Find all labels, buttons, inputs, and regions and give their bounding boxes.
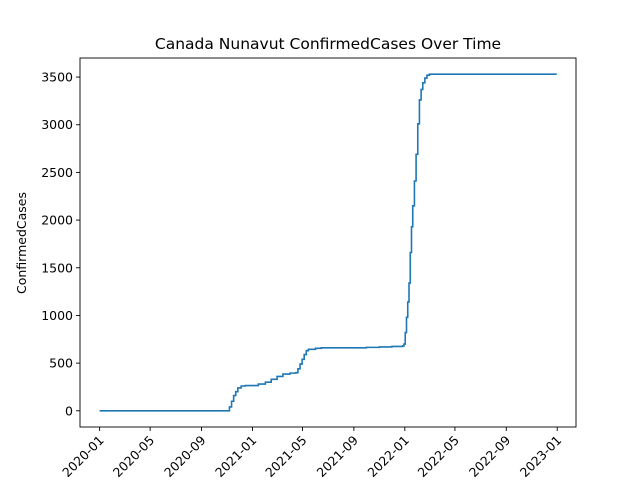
y-tick-label-500: 500 xyxy=(49,356,73,371)
y-tick-label-1500: 1500 xyxy=(41,260,73,275)
x-tick-label-2021-09: 2021-09 xyxy=(313,432,361,480)
x-tick-label-2022-09: 2022-09 xyxy=(466,432,514,480)
y-axis-label: ConfirmedCases xyxy=(14,192,29,294)
x-tick-label-2020-01: 2020-01 xyxy=(59,433,107,480)
series-line-0 xyxy=(99,73,557,412)
y-tick-label-3500: 3500 xyxy=(41,70,73,85)
y-tick-label-0: 0 xyxy=(65,403,73,418)
y-tick-label-2500: 2500 xyxy=(41,165,73,180)
x-tick-label-2021-01: 2021-01 xyxy=(212,433,260,480)
axes-frame xyxy=(79,57,577,428)
x-tick-label-2020-09: 2020-09 xyxy=(161,432,209,480)
x-tick-label-2022-05: 2022-05 xyxy=(414,433,462,480)
chart-title: Canada Nunavut ConfirmedCases Over Time xyxy=(155,35,501,53)
y-tick-label-1000: 1000 xyxy=(41,308,73,323)
x-tick-label-2023-01: 2023-01 xyxy=(517,433,565,480)
x-tick-label-2020-05: 2020-05 xyxy=(110,433,158,480)
x-tick-label-2022-01: 2022-01 xyxy=(364,433,412,480)
y-tick-label-2000: 2000 xyxy=(41,213,73,228)
x-tick-label-2021-05: 2021-05 xyxy=(262,433,310,480)
y-tick-label-3000: 3000 xyxy=(41,117,73,132)
